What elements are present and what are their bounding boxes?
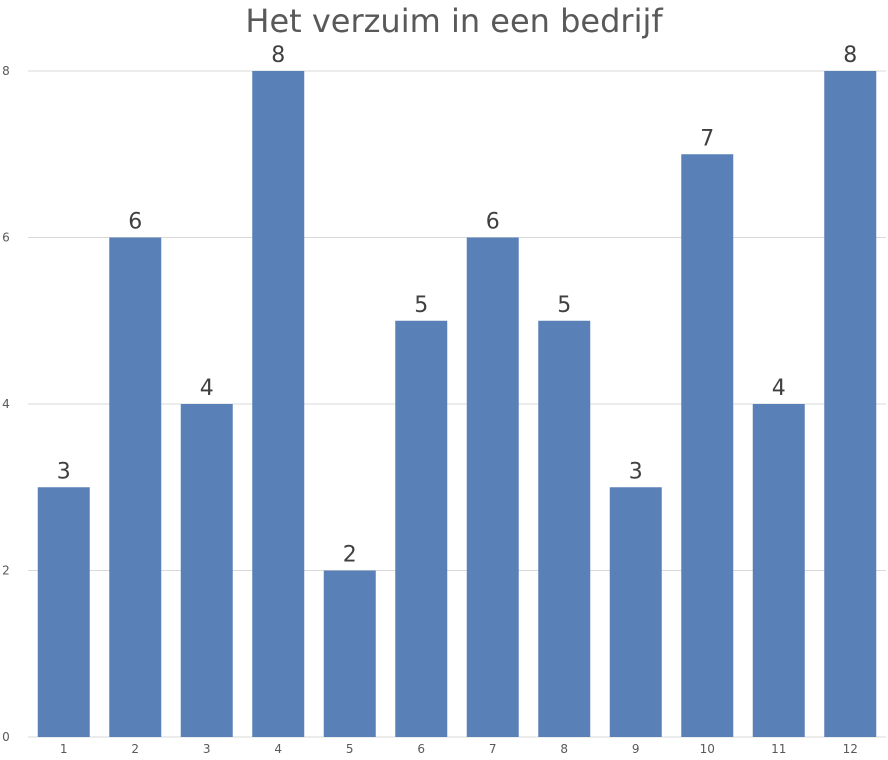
- data-label-4: 8: [271, 43, 285, 68]
- x-tick-label: 4: [274, 742, 282, 756]
- chart-title: Het verzuim in een bedrijf: [245, 2, 663, 40]
- bar-8: [538, 320, 591, 737]
- bar-6: [395, 320, 448, 737]
- data-label-12: 8: [843, 43, 857, 68]
- data-label-9: 3: [629, 459, 643, 484]
- x-tick-label: 12: [843, 742, 858, 756]
- x-tick-label: 7: [489, 742, 497, 756]
- x-axis-ticks: 1 2 3 4 5 6 7 8 9 10 11 12: [60, 742, 858, 756]
- bar-12: [824, 71, 877, 737]
- x-tick-label: 9: [632, 742, 640, 756]
- y-tick-label: 2: [2, 564, 10, 578]
- data-label-1: 3: [57, 459, 71, 484]
- bar-5: [323, 570, 376, 737]
- x-tick-label: 1: [60, 742, 68, 756]
- bar-2: [109, 237, 162, 737]
- y-tick-label: 6: [2, 231, 10, 245]
- gridlines: [28, 70, 886, 738]
- y-tick-label: 0: [2, 730, 10, 744]
- y-tick-label: 4: [2, 397, 10, 411]
- data-label-2: 6: [128, 210, 142, 235]
- data-label-6: 5: [414, 293, 428, 318]
- bar-7: [466, 237, 519, 737]
- x-tick-label: 8: [560, 742, 568, 756]
- bar-10: [681, 154, 734, 737]
- y-tick-label: 8: [2, 64, 10, 78]
- y-axis-ticks: 0 2 4 6 8: [2, 64, 10, 744]
- data-label-7: 6: [486, 210, 500, 235]
- x-tick-label: 10: [700, 742, 715, 756]
- x-tick-label: 5: [346, 742, 354, 756]
- data-label-3: 4: [200, 376, 214, 401]
- bars: [37, 71, 877, 737]
- x-tick-label: 2: [131, 742, 139, 756]
- data-label-10: 7: [700, 126, 714, 151]
- bar-3: [180, 404, 233, 737]
- bar-11: [752, 404, 805, 737]
- data-label-5: 2: [343, 543, 357, 568]
- data-label-11: 4: [772, 376, 786, 401]
- bar-9: [609, 487, 662, 737]
- bar-4: [252, 71, 305, 737]
- bar-1: [37, 487, 90, 737]
- data-label-8: 5: [557, 293, 571, 318]
- x-tick-label: 11: [771, 742, 786, 756]
- x-tick-label: 6: [417, 742, 425, 756]
- x-tick-label: 3: [203, 742, 211, 756]
- data-labels: 3 6 4 8 2 5 6 5 3 7 4 8: [57, 43, 858, 568]
